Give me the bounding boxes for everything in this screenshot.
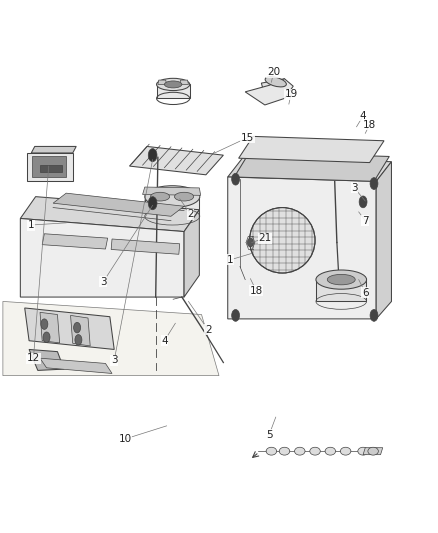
Ellipse shape: [370, 177, 378, 189]
Ellipse shape: [266, 447, 277, 455]
Polygon shape: [239, 136, 384, 163]
Polygon shape: [261, 79, 289, 99]
Text: 15: 15: [241, 133, 254, 143]
Text: 1: 1: [28, 220, 35, 230]
Text: 3: 3: [100, 277, 106, 287]
Ellipse shape: [340, 447, 351, 455]
Polygon shape: [316, 280, 366, 302]
Polygon shape: [228, 177, 376, 319]
Polygon shape: [228, 157, 392, 181]
Polygon shape: [20, 219, 184, 297]
Polygon shape: [42, 234, 108, 249]
Polygon shape: [234, 152, 389, 181]
Polygon shape: [32, 157, 66, 177]
Polygon shape: [376, 161, 392, 319]
Text: 7: 7: [362, 216, 369, 225]
Ellipse shape: [316, 270, 367, 289]
Polygon shape: [158, 80, 166, 84]
Polygon shape: [40, 358, 112, 374]
Polygon shape: [143, 187, 201, 195]
Text: 5: 5: [266, 430, 272, 440]
Polygon shape: [31, 147, 76, 153]
Text: 18: 18: [250, 286, 263, 295]
Ellipse shape: [74, 322, 81, 333]
Ellipse shape: [174, 192, 194, 201]
Polygon shape: [156, 84, 190, 99]
Polygon shape: [180, 80, 188, 84]
Ellipse shape: [294, 447, 305, 455]
Ellipse shape: [150, 192, 170, 201]
Ellipse shape: [247, 238, 254, 247]
Polygon shape: [53, 193, 184, 216]
Polygon shape: [363, 448, 383, 455]
Ellipse shape: [148, 149, 157, 161]
Polygon shape: [130, 147, 223, 175]
Polygon shape: [29, 350, 64, 370]
Polygon shape: [20, 197, 199, 231]
Polygon shape: [40, 165, 62, 172]
Ellipse shape: [232, 310, 240, 321]
Text: 2: 2: [205, 325, 212, 335]
Polygon shape: [145, 197, 199, 216]
Text: 3: 3: [111, 356, 117, 365]
Text: 4: 4: [360, 111, 367, 121]
Ellipse shape: [279, 447, 290, 455]
Ellipse shape: [265, 77, 286, 87]
Polygon shape: [25, 308, 114, 350]
Ellipse shape: [148, 197, 157, 210]
Ellipse shape: [164, 81, 182, 88]
Text: 6: 6: [362, 288, 369, 298]
Text: 4: 4: [161, 336, 168, 346]
Ellipse shape: [41, 319, 48, 329]
Ellipse shape: [310, 447, 320, 455]
Text: 10: 10: [119, 434, 132, 444]
Polygon shape: [184, 210, 199, 297]
Ellipse shape: [370, 310, 378, 321]
Ellipse shape: [359, 196, 367, 208]
Text: 3: 3: [351, 183, 358, 193]
Polygon shape: [71, 316, 90, 346]
Ellipse shape: [232, 173, 240, 185]
Text: 2: 2: [187, 209, 194, 219]
Ellipse shape: [325, 447, 336, 455]
Ellipse shape: [368, 447, 378, 455]
Text: 12: 12: [27, 353, 40, 363]
Polygon shape: [3, 302, 219, 376]
Ellipse shape: [75, 335, 82, 345]
Polygon shape: [245, 79, 293, 105]
Ellipse shape: [145, 185, 200, 207]
Text: 19: 19: [284, 89, 298, 99]
Text: 1: 1: [226, 255, 233, 265]
Polygon shape: [27, 153, 73, 181]
Ellipse shape: [358, 447, 368, 455]
Ellipse shape: [250, 207, 315, 273]
Ellipse shape: [327, 274, 355, 285]
Ellipse shape: [43, 332, 50, 343]
Text: 18: 18: [363, 119, 376, 130]
Polygon shape: [111, 239, 180, 254]
Text: 20: 20: [267, 67, 280, 77]
Text: 21: 21: [258, 233, 272, 243]
Polygon shape: [40, 312, 60, 343]
Ellipse shape: [156, 78, 190, 91]
